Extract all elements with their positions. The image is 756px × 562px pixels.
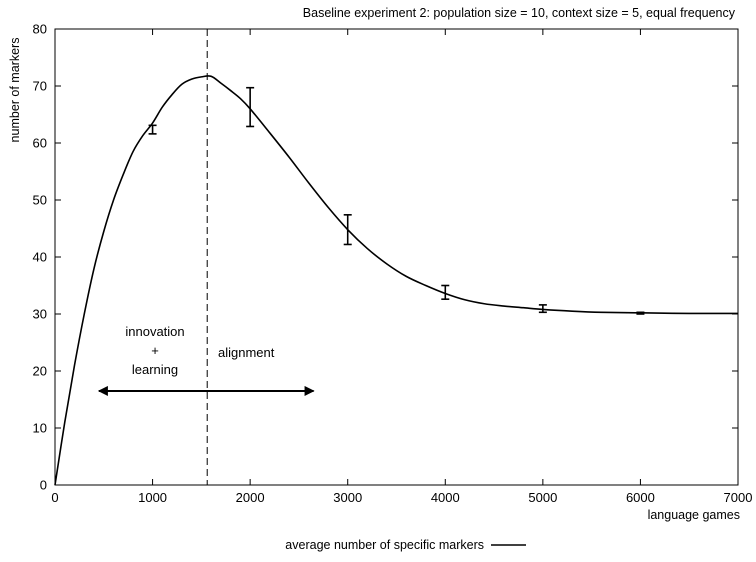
x-tick-label: 7000 [724, 490, 753, 505]
plot-frame [54, 28, 739, 486]
y-tick-label: 0 [40, 478, 47, 493]
annotation-alignment: alignment [218, 345, 275, 360]
error-bar [246, 86, 255, 128]
x-tick-label: 1000 [138, 490, 167, 505]
y-tick-label: 30 [33, 307, 47, 322]
legend: average number of specific markers [285, 538, 526, 552]
y-tick-label: 10 [33, 421, 47, 436]
series-average-specific-markers-line [54, 75, 739, 486]
y-tick-label: 50 [33, 193, 47, 208]
error-bar [538, 304, 547, 314]
y-axis-ticks: 0 10 20 30 40 50 60 70 80 [33, 22, 738, 493]
y-tick-label: 70 [33, 79, 47, 94]
error-bar [343, 214, 352, 246]
y-tick-label: 20 [33, 364, 47, 379]
x-axis-title: language games [648, 508, 740, 522]
chart-title: Baseline experiment 2: population size =… [303, 6, 736, 20]
annotation-innovation: innovation [125, 324, 184, 339]
error-bars [148, 86, 645, 315]
x-axis-ticks: 0 1000 2000 3000 4000 5000 6000 7000 [51, 29, 752, 505]
y-tick-label: 40 [33, 250, 47, 265]
x-tick-label: 0 [51, 490, 58, 505]
y-tick-label: 60 [33, 136, 47, 151]
error-bar [636, 311, 645, 315]
phase-annotations: innovation + learning alignment [97, 324, 315, 396]
legend-label: average number of specific markers [285, 538, 484, 552]
x-tick-label: 5000 [528, 490, 557, 505]
x-tick-label: 4000 [431, 490, 460, 505]
x-tick-label: 3000 [333, 490, 362, 505]
x-tick-label: 6000 [626, 490, 655, 505]
annotation-learning: learning [132, 362, 178, 377]
annotation-plus: + [151, 343, 159, 358]
y-tick-label: 80 [33, 22, 47, 37]
error-bar [148, 124, 157, 135]
y-axis-title: number of markers [8, 38, 22, 143]
error-bar [441, 284, 450, 300]
x-tick-label: 2000 [236, 490, 265, 505]
